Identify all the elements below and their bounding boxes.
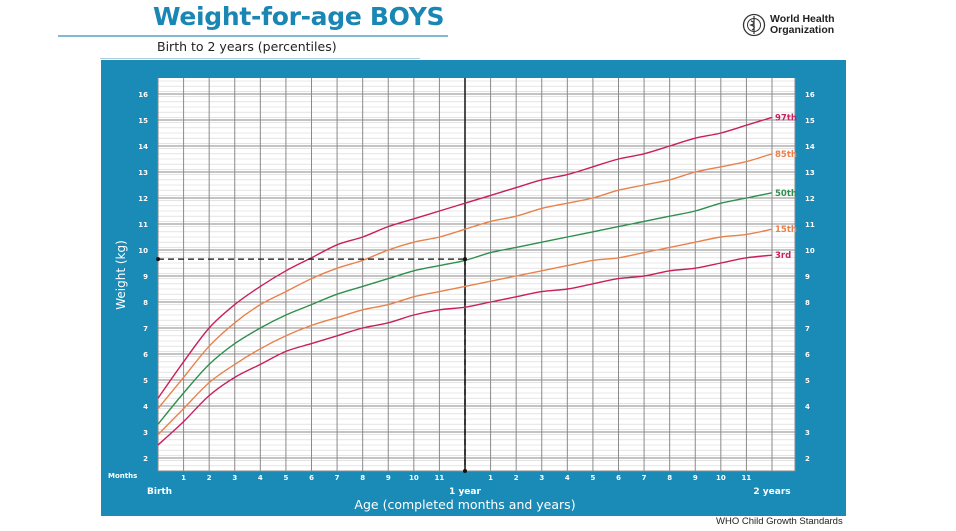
curve-label-50th: 50th [775,189,797,199]
x-tick-label: 2 [514,474,519,482]
x-tick-label: 6 [616,474,621,482]
y-tick-label-left: 11 [138,221,148,229]
y-tick-label-right: 4 [805,403,810,411]
x-tick-label: 1 [488,474,493,482]
y-tick-label-right: 5 [805,377,810,385]
y-tick-label-right: 8 [805,299,810,307]
y-tick-label-left: 7 [143,325,148,333]
logo-text-line1: World Health [770,13,835,25]
reference-lines [156,257,467,473]
y-axis-label: Weight (kg) [114,240,128,310]
x-tick-label: 7 [335,474,340,482]
x-tick-label: 6 [309,474,314,482]
reference-point [463,257,467,262]
curve-97th [157,116,773,399]
y-tick-label-left: 4 [143,403,148,411]
x-tick-label: 4 [258,474,263,482]
x-tick-label: 5 [590,474,595,482]
y-tick-label-left: 16 [138,91,148,99]
x-tick-label: 9 [693,474,698,482]
x-tick-label: 4 [565,474,570,482]
x-tick-label: 8 [667,474,672,482]
x-tick-label: 3 [539,474,544,482]
y-tick-label-left: 2 [143,455,148,463]
y-tick-label-right: 10 [805,247,815,255]
y-tick-label-left: 8 [143,299,148,307]
curve-label-97th: 97th [775,113,797,123]
percentile-curves: 97th 85th 50th 15th 3rd [157,113,797,446]
y-tick-label-right: 12 [805,195,815,203]
x-tick-label: 7 [642,474,647,482]
footer-source: WHO Child Growth Standards [716,516,843,527]
y-tick-label-left: 15 [138,117,148,125]
y-tick-label-right: 15 [805,117,815,125]
curve-15th [157,228,773,436]
y-tick-label-left: 14 [138,143,148,151]
x-tick-label: 2 [207,474,212,482]
y-tick-label-right: 3 [805,429,810,437]
subtitle-rule [100,58,420,59]
y-tick-label-right: 13 [805,169,815,177]
x-tick-label: 10 [716,474,726,482]
logo-text-line2: Organization [770,24,835,36]
reference-point [463,469,467,473]
y-tick-label-right: 7 [805,325,810,333]
curve-label-15th: 15th [775,225,797,235]
x-tick-label: 10 [409,474,419,482]
y-tick-label-left: 13 [138,169,148,177]
y-tick-label-right: 11 [805,221,815,229]
curve-85th [157,153,773,410]
x-tick-label: 5 [283,474,288,482]
page-subtitle: Birth to 2 years (percentiles) [157,39,337,54]
x-milestone-2-years: 2 years [753,487,790,497]
y-tick-label-left: 9 [143,273,148,281]
y-tick-label-left: 5 [143,377,148,385]
x-tick-label: 8 [360,474,365,482]
x-axis-label: Age (completed months and years) [354,497,575,512]
x-tick-label: 11 [435,474,445,482]
x-unit-label: Months [108,472,137,480]
y-tick-label-left: 12 [138,195,148,203]
reference-point [156,257,160,262]
y-tick-label-left: 3 [143,429,148,437]
curve-label-85th: 85th [775,150,797,160]
y-tick-label-right: 9 [805,273,810,281]
x-tick-label: 9 [386,474,391,482]
who-logo: World Health Organization [742,13,835,37]
x-milestone-1-year: 1 year [449,487,481,497]
curve-label-3rd: 3rd [775,251,791,261]
grid [157,78,796,472]
x-tick-label: 1 [181,474,186,482]
y-tick-label-right: 14 [805,143,815,151]
globe-emblem-icon [742,13,766,37]
y-tick-label-right: 6 [805,351,810,359]
page-title: Weight-for-age BOYS [153,2,445,31]
y-tick-label-left: 6 [143,351,148,359]
x-tick-label: 3 [232,474,237,482]
x-milestone-birth: Birth [147,487,172,497]
y-tick-label-right: 16 [805,91,815,99]
y-tick-label-left: 10 [138,247,148,255]
x-tick-label: 11 [742,474,752,482]
curve-3rd [157,254,773,446]
title-rule [58,35,448,37]
y-tick-label-right: 2 [805,455,810,463]
